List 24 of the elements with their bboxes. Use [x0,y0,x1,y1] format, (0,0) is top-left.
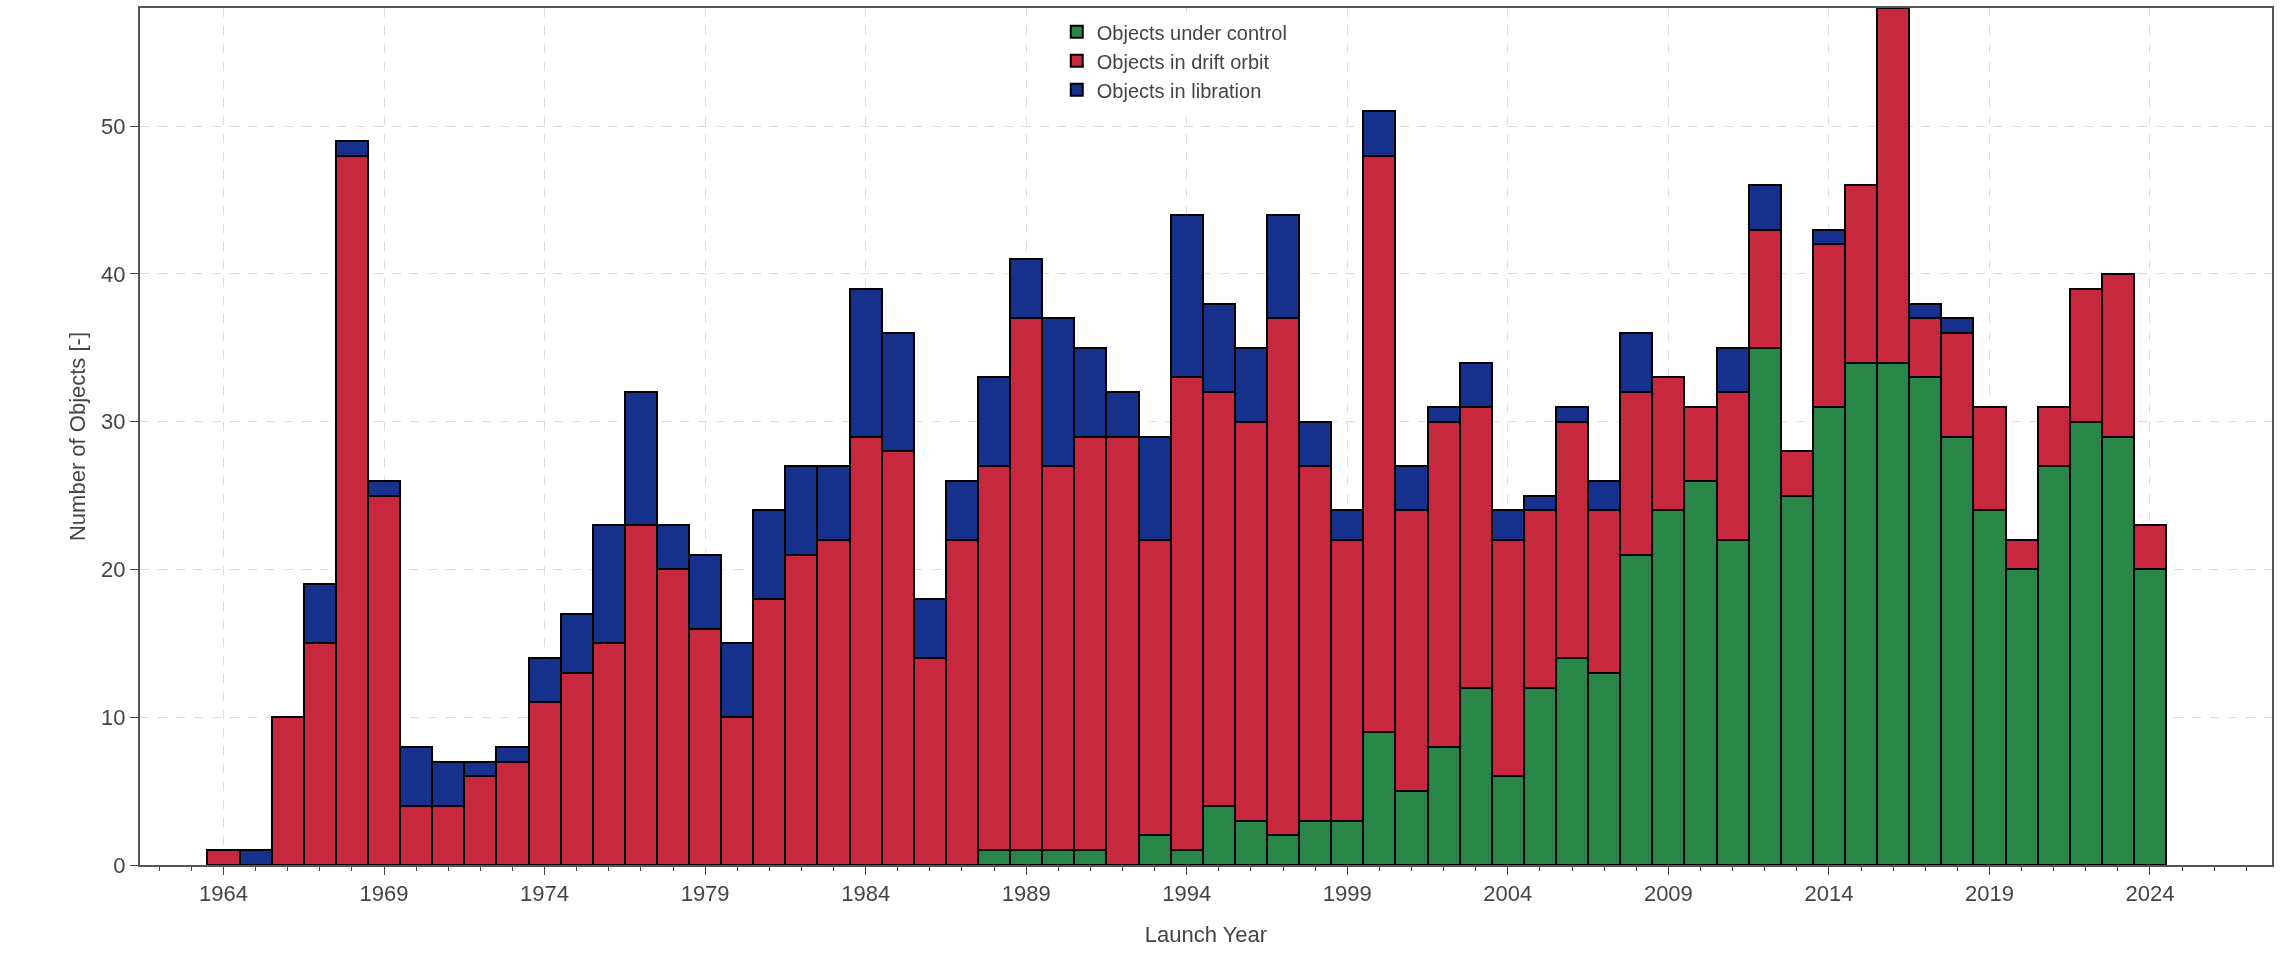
legend-label: Objects in drift orbit [1096,50,1270,73]
x-tick-label: 2004 [1483,881,1533,907]
x-tick-label: 1964 [199,881,248,907]
x-tick-label: 1969 [359,881,409,907]
y-tick-label: 50 [101,113,126,139]
x-tick-label: 2019 [1964,881,2014,907]
y-tick-label: 20 [101,557,126,583]
x-tick-label: 1974 [520,881,570,907]
x-tick-label: 1984 [841,881,891,907]
y-tick-label: 40 [101,261,126,287]
x-tick-label: 1979 [680,881,730,907]
y-axis-title: Number of Objects [-] [65,331,90,542]
y-tick-label: 10 [101,704,126,730]
x-tick-label: 1994 [1162,881,1212,907]
x-tick-label: 2014 [1804,881,1854,907]
x-tick-label: 1999 [1322,881,1372,907]
y-tick-label: 0 [113,852,126,878]
x-axis-title: Launch Year [1144,922,1268,947]
x-tick-label: 1989 [1001,881,1051,907]
x-tick-label: 2024 [2125,881,2175,907]
y-tick-label: 30 [101,409,126,435]
x-tick-label: 2009 [1643,881,1693,907]
legend-label: Objects in libration [1096,79,1262,102]
legend-label: Objects under control [1096,21,1287,44]
